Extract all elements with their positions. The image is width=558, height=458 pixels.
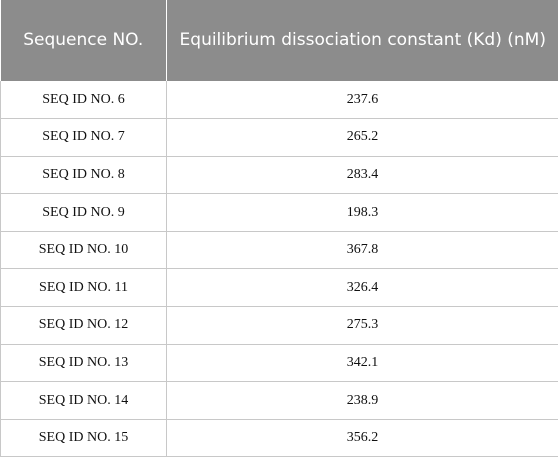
cell-kd: 265.2 (166, 118, 558, 157)
table-row: SEQ ID NO. 8 283.4 (0, 156, 558, 195)
table-body: SEQ ID NO. 6 237.6 SEQ ID NO. 7 265.2 SE… (0, 81, 558, 458)
cell-kd: 238.9 (166, 381, 558, 420)
table-row: SEQ ID NO. 13 342.1 (0, 344, 558, 383)
cell-sequence: SEQ ID NO. 8 (0, 156, 167, 195)
cell-sequence: SEQ ID NO. 14 (0, 381, 167, 420)
cell-sequence: SEQ ID NO. 13 (0, 344, 167, 383)
cell-sequence: SEQ ID NO. 15 (0, 419, 167, 458)
table-row: SEQ ID NO. 12 275.3 (0, 306, 558, 345)
table-row: SEQ ID NO. 9 198.3 (0, 193, 558, 232)
cell-sequence: SEQ ID NO. 6 (0, 81, 167, 120)
cell-kd: 367.8 (166, 231, 558, 270)
cell-kd: 283.4 (166, 156, 558, 195)
cell-kd: 356.2 (166, 419, 558, 458)
cell-sequence: SEQ ID NO. 11 (0, 268, 167, 308)
cell-kd: 237.6 (166, 81, 558, 120)
cell-sequence: SEQ ID NO. 9 (0, 193, 167, 232)
table-row: SEQ ID NO. 14 238.9 (0, 381, 558, 420)
cell-kd: 326.4 (166, 268, 558, 308)
cell-kd: 198.3 (166, 193, 558, 232)
cell-kd: 275.3 (166, 306, 558, 345)
header-row: Sequence NO. Equilibrium dissociation co… (0, 0, 558, 81)
cell-sequence: SEQ ID NO. 12 (0, 306, 167, 345)
table-row: SEQ ID NO. 11 326.4 (0, 268, 558, 308)
table-row: SEQ ID NO. 6 237.6 (0, 81, 558, 120)
cell-kd: 342.1 (166, 344, 558, 383)
header-kd: Equilibrium dissociation constant (Kd) (… (166, 0, 558, 81)
table-row: SEQ ID NO. 7 265.2 (0, 118, 558, 157)
table-row: SEQ ID NO. 15 356.2 (0, 419, 558, 458)
cell-sequence: SEQ ID NO. 10 (0, 231, 167, 270)
header-sequence: Sequence NO. (0, 0, 167, 81)
table-row: SEQ ID NO. 10 367.8 (0, 231, 558, 270)
table-header: Sequence NO. Equilibrium dissociation co… (0, 0, 558, 81)
cell-sequence: SEQ ID NO. 7 (0, 118, 167, 157)
